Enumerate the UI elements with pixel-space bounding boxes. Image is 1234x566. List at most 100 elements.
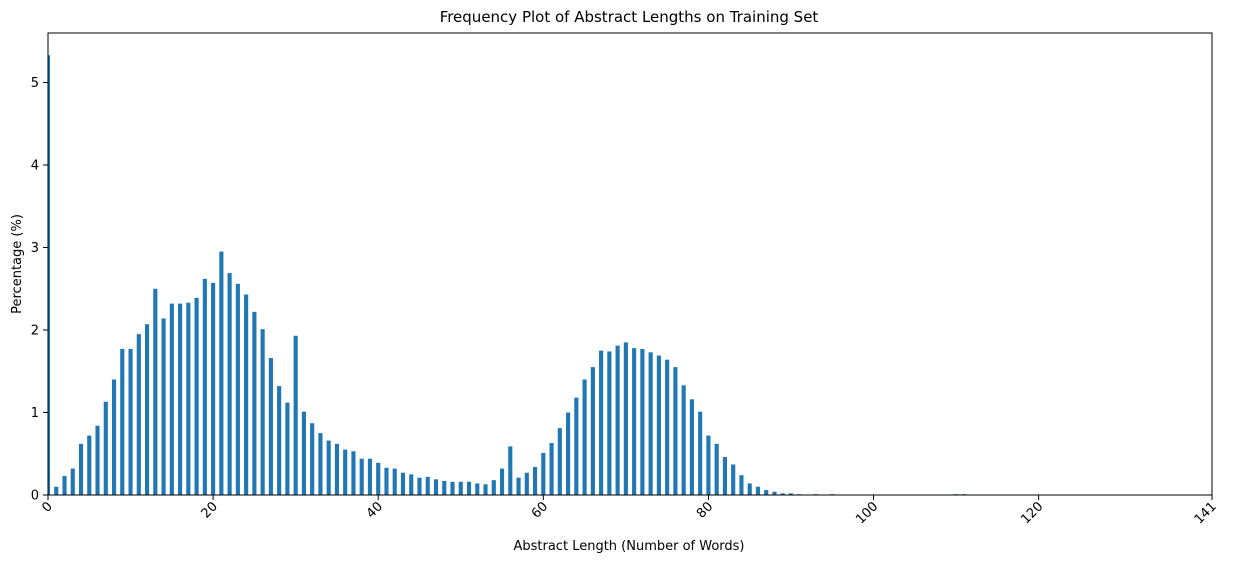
bar xyxy=(434,479,438,495)
bar xyxy=(368,459,372,495)
bar xyxy=(351,451,355,495)
bar xyxy=(376,463,380,495)
bar xyxy=(541,453,545,495)
bar xyxy=(170,304,174,495)
y-tick-label: 2 xyxy=(31,324,39,339)
bar xyxy=(624,342,628,495)
bar xyxy=(401,473,405,495)
bar xyxy=(120,349,124,495)
bar xyxy=(228,273,232,495)
bar xyxy=(583,380,587,496)
bar xyxy=(360,459,364,495)
bar xyxy=(112,380,116,496)
bar xyxy=(153,289,157,495)
bar xyxy=(409,474,413,495)
bar xyxy=(459,482,463,495)
bar xyxy=(649,352,653,495)
bar xyxy=(599,351,603,495)
bar xyxy=(62,476,66,495)
bar xyxy=(87,436,91,495)
bar xyxy=(294,336,298,495)
bar xyxy=(302,412,306,495)
bar xyxy=(607,351,611,495)
bar xyxy=(731,464,735,495)
bar xyxy=(450,482,454,495)
bar xyxy=(137,334,141,495)
bar xyxy=(343,450,347,495)
bar xyxy=(318,433,322,495)
y-tick-label: 1 xyxy=(31,406,39,421)
bar xyxy=(748,483,752,495)
bar xyxy=(79,444,83,495)
bar xyxy=(739,475,743,495)
bar xyxy=(269,358,273,495)
bar xyxy=(665,360,669,495)
bar xyxy=(384,468,388,495)
bar xyxy=(186,303,190,495)
x-tick-label: 40 xyxy=(364,499,386,521)
bar xyxy=(525,473,529,495)
bar xyxy=(219,252,223,495)
y-tick-label: 3 xyxy=(31,241,39,256)
bar xyxy=(393,469,397,495)
bar xyxy=(690,399,694,495)
x-tick-label: 60 xyxy=(529,499,551,521)
bar xyxy=(236,284,240,495)
bar xyxy=(277,386,281,495)
bar xyxy=(71,469,75,495)
bar xyxy=(54,487,58,495)
bar xyxy=(327,441,331,495)
bar xyxy=(640,349,644,495)
bar xyxy=(715,444,719,495)
bar xyxy=(673,367,677,495)
bar xyxy=(162,318,166,495)
x-tick-label: 80 xyxy=(694,499,716,521)
bar xyxy=(195,298,199,495)
bar xyxy=(442,481,446,495)
bar xyxy=(682,385,686,495)
bar xyxy=(550,443,554,495)
bar xyxy=(417,478,421,495)
y-axis-label: Percentage (%) xyxy=(10,214,25,314)
bar xyxy=(756,487,760,495)
x-tick-label: 141 xyxy=(1192,499,1220,527)
bar xyxy=(95,426,99,495)
bar xyxy=(558,428,562,495)
bar xyxy=(483,484,487,495)
bar xyxy=(492,480,496,495)
bar xyxy=(475,483,479,495)
bar xyxy=(261,329,265,495)
bar xyxy=(128,349,132,495)
x-axis-label: Abstract Length (Number of Words) xyxy=(513,539,744,554)
bar xyxy=(508,446,512,495)
bar xyxy=(203,279,207,495)
bar xyxy=(706,436,710,495)
bar xyxy=(616,346,620,495)
bar xyxy=(244,295,248,495)
bar xyxy=(516,478,520,495)
bar xyxy=(467,482,471,495)
bar xyxy=(500,469,504,495)
chart-title: Frequency Plot of Abstract Lengths on Tr… xyxy=(440,8,819,26)
bar xyxy=(310,423,314,495)
x-tick-label: 0 xyxy=(39,499,55,515)
bar xyxy=(211,283,215,495)
bar xyxy=(698,412,702,495)
x-tick-label: 20 xyxy=(199,499,221,521)
y-tick-label: 0 xyxy=(31,489,39,504)
bar xyxy=(335,444,339,495)
bar xyxy=(657,356,661,495)
bar xyxy=(723,457,727,495)
bars-group xyxy=(48,55,966,495)
bar xyxy=(591,367,595,495)
y-tick-label: 5 xyxy=(31,76,39,91)
y-axis-ticks: 0 1 2 3 4 5 xyxy=(31,76,48,504)
bar xyxy=(145,324,149,495)
bar xyxy=(566,413,570,496)
y-tick-label: 4 xyxy=(31,159,39,174)
bar xyxy=(252,312,256,495)
x-tick-label: 120 xyxy=(1018,499,1046,527)
